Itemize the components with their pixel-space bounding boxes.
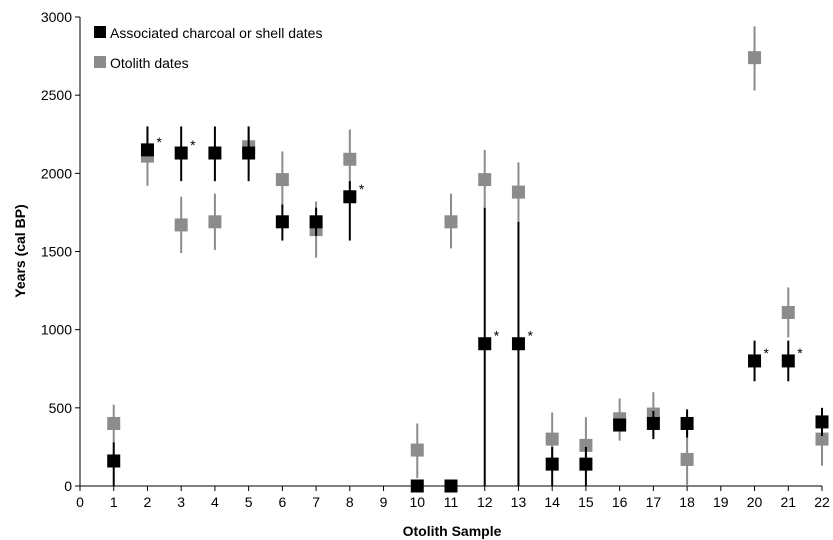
- data-point: [781, 354, 795, 368]
- data-point: [815, 432, 829, 446]
- annotation-star: *: [527, 328, 533, 344]
- y-tick-label: 1000: [41, 322, 72, 338]
- data-point: [815, 415, 829, 429]
- annotation-star: *: [797, 345, 803, 361]
- x-tick-label: 16: [612, 494, 628, 510]
- x-tick-label: 4: [211, 494, 219, 510]
- data-point: [781, 305, 795, 319]
- legend-label: Otolith dates: [110, 55, 189, 71]
- data-point: [478, 173, 492, 187]
- data-point: [444, 479, 458, 493]
- y-axis-title: Years (cal BP): [12, 204, 28, 297]
- data-point: [680, 452, 694, 466]
- annotation-star: *: [359, 181, 365, 197]
- legend-swatch: [94, 56, 106, 68]
- data-point: [410, 479, 424, 493]
- y-tick-label: 1500: [41, 244, 72, 260]
- x-tick-label: 15: [578, 494, 594, 510]
- data-point: [646, 416, 660, 430]
- y-tick-label: 500: [49, 400, 73, 416]
- data-point: [208, 146, 222, 160]
- x-tick-label: 14: [544, 494, 560, 510]
- data-marks: * * * * * * *: [107, 26, 829, 493]
- x-tick-label: 20: [747, 494, 763, 510]
- x-tick-label: 1: [110, 494, 118, 510]
- x-tick-label: 9: [380, 494, 388, 510]
- annotation-star: *: [156, 134, 162, 150]
- y-tick-label: 2500: [41, 87, 72, 103]
- annotation-star: *: [764, 345, 770, 361]
- data-point: [444, 215, 458, 229]
- data-point: [275, 215, 289, 229]
- x-tick-label: 22: [814, 494, 830, 510]
- x-tick-label: 12: [477, 494, 493, 510]
- data-point: [140, 143, 154, 157]
- data-point: [613, 418, 627, 432]
- data-point: [579, 457, 593, 471]
- data-point: [579, 438, 593, 452]
- data-point: [680, 416, 694, 430]
- data-point: [343, 190, 357, 204]
- series-otolith: [107, 26, 829, 486]
- data-point: [174, 146, 188, 160]
- x-tick-label: 5: [245, 494, 253, 510]
- data-point: [275, 173, 289, 187]
- data-point: [545, 457, 559, 471]
- x-tick-label: 18: [679, 494, 695, 510]
- x-tick-label: 17: [646, 494, 662, 510]
- x-tick-label: 6: [278, 494, 286, 510]
- data-point: [545, 432, 559, 446]
- data-point: [748, 51, 762, 65]
- annotation-star: *: [494, 328, 500, 344]
- x-tick-label: 13: [511, 494, 527, 510]
- legend-swatch: [94, 26, 106, 38]
- x-tick-label: 10: [409, 494, 425, 510]
- x-axis-title: Otolith Sample: [403, 523, 502, 539]
- data-point: [511, 337, 525, 351]
- data-point: [107, 416, 121, 430]
- data-point: [174, 218, 188, 232]
- series-charcoal-shell: * * * * * * *: [107, 126, 829, 493]
- x-tick-label: 7: [312, 494, 320, 510]
- data-point: [748, 354, 762, 368]
- x-tick-label: 3: [177, 494, 185, 510]
- y-tick-label: 2000: [41, 165, 72, 181]
- annotation-star: *: [190, 137, 196, 153]
- data-point: [410, 443, 424, 457]
- y-tick-label: 0: [64, 478, 72, 494]
- legend: Associated charcoal or shell dates Otolit…: [94, 25, 322, 71]
- data-point: [511, 185, 525, 199]
- data-point: [242, 146, 256, 160]
- data-point: [478, 337, 492, 351]
- data-point: [107, 454, 121, 468]
- legend-label: Associated charcoal or shell dates: [110, 25, 322, 41]
- x-tick-label: 8: [346, 494, 354, 510]
- data-point: [343, 152, 357, 166]
- data-point: [208, 215, 222, 229]
- x-tick-label: 21: [780, 494, 796, 510]
- x-tick-label: 2: [144, 494, 152, 510]
- x-tick-label: 11: [444, 494, 459, 510]
- x-tick-label: 0: [76, 494, 84, 510]
- x-tick-label: 19: [713, 494, 729, 510]
- data-point: [309, 215, 323, 229]
- y-tick-label: 3000: [41, 9, 72, 25]
